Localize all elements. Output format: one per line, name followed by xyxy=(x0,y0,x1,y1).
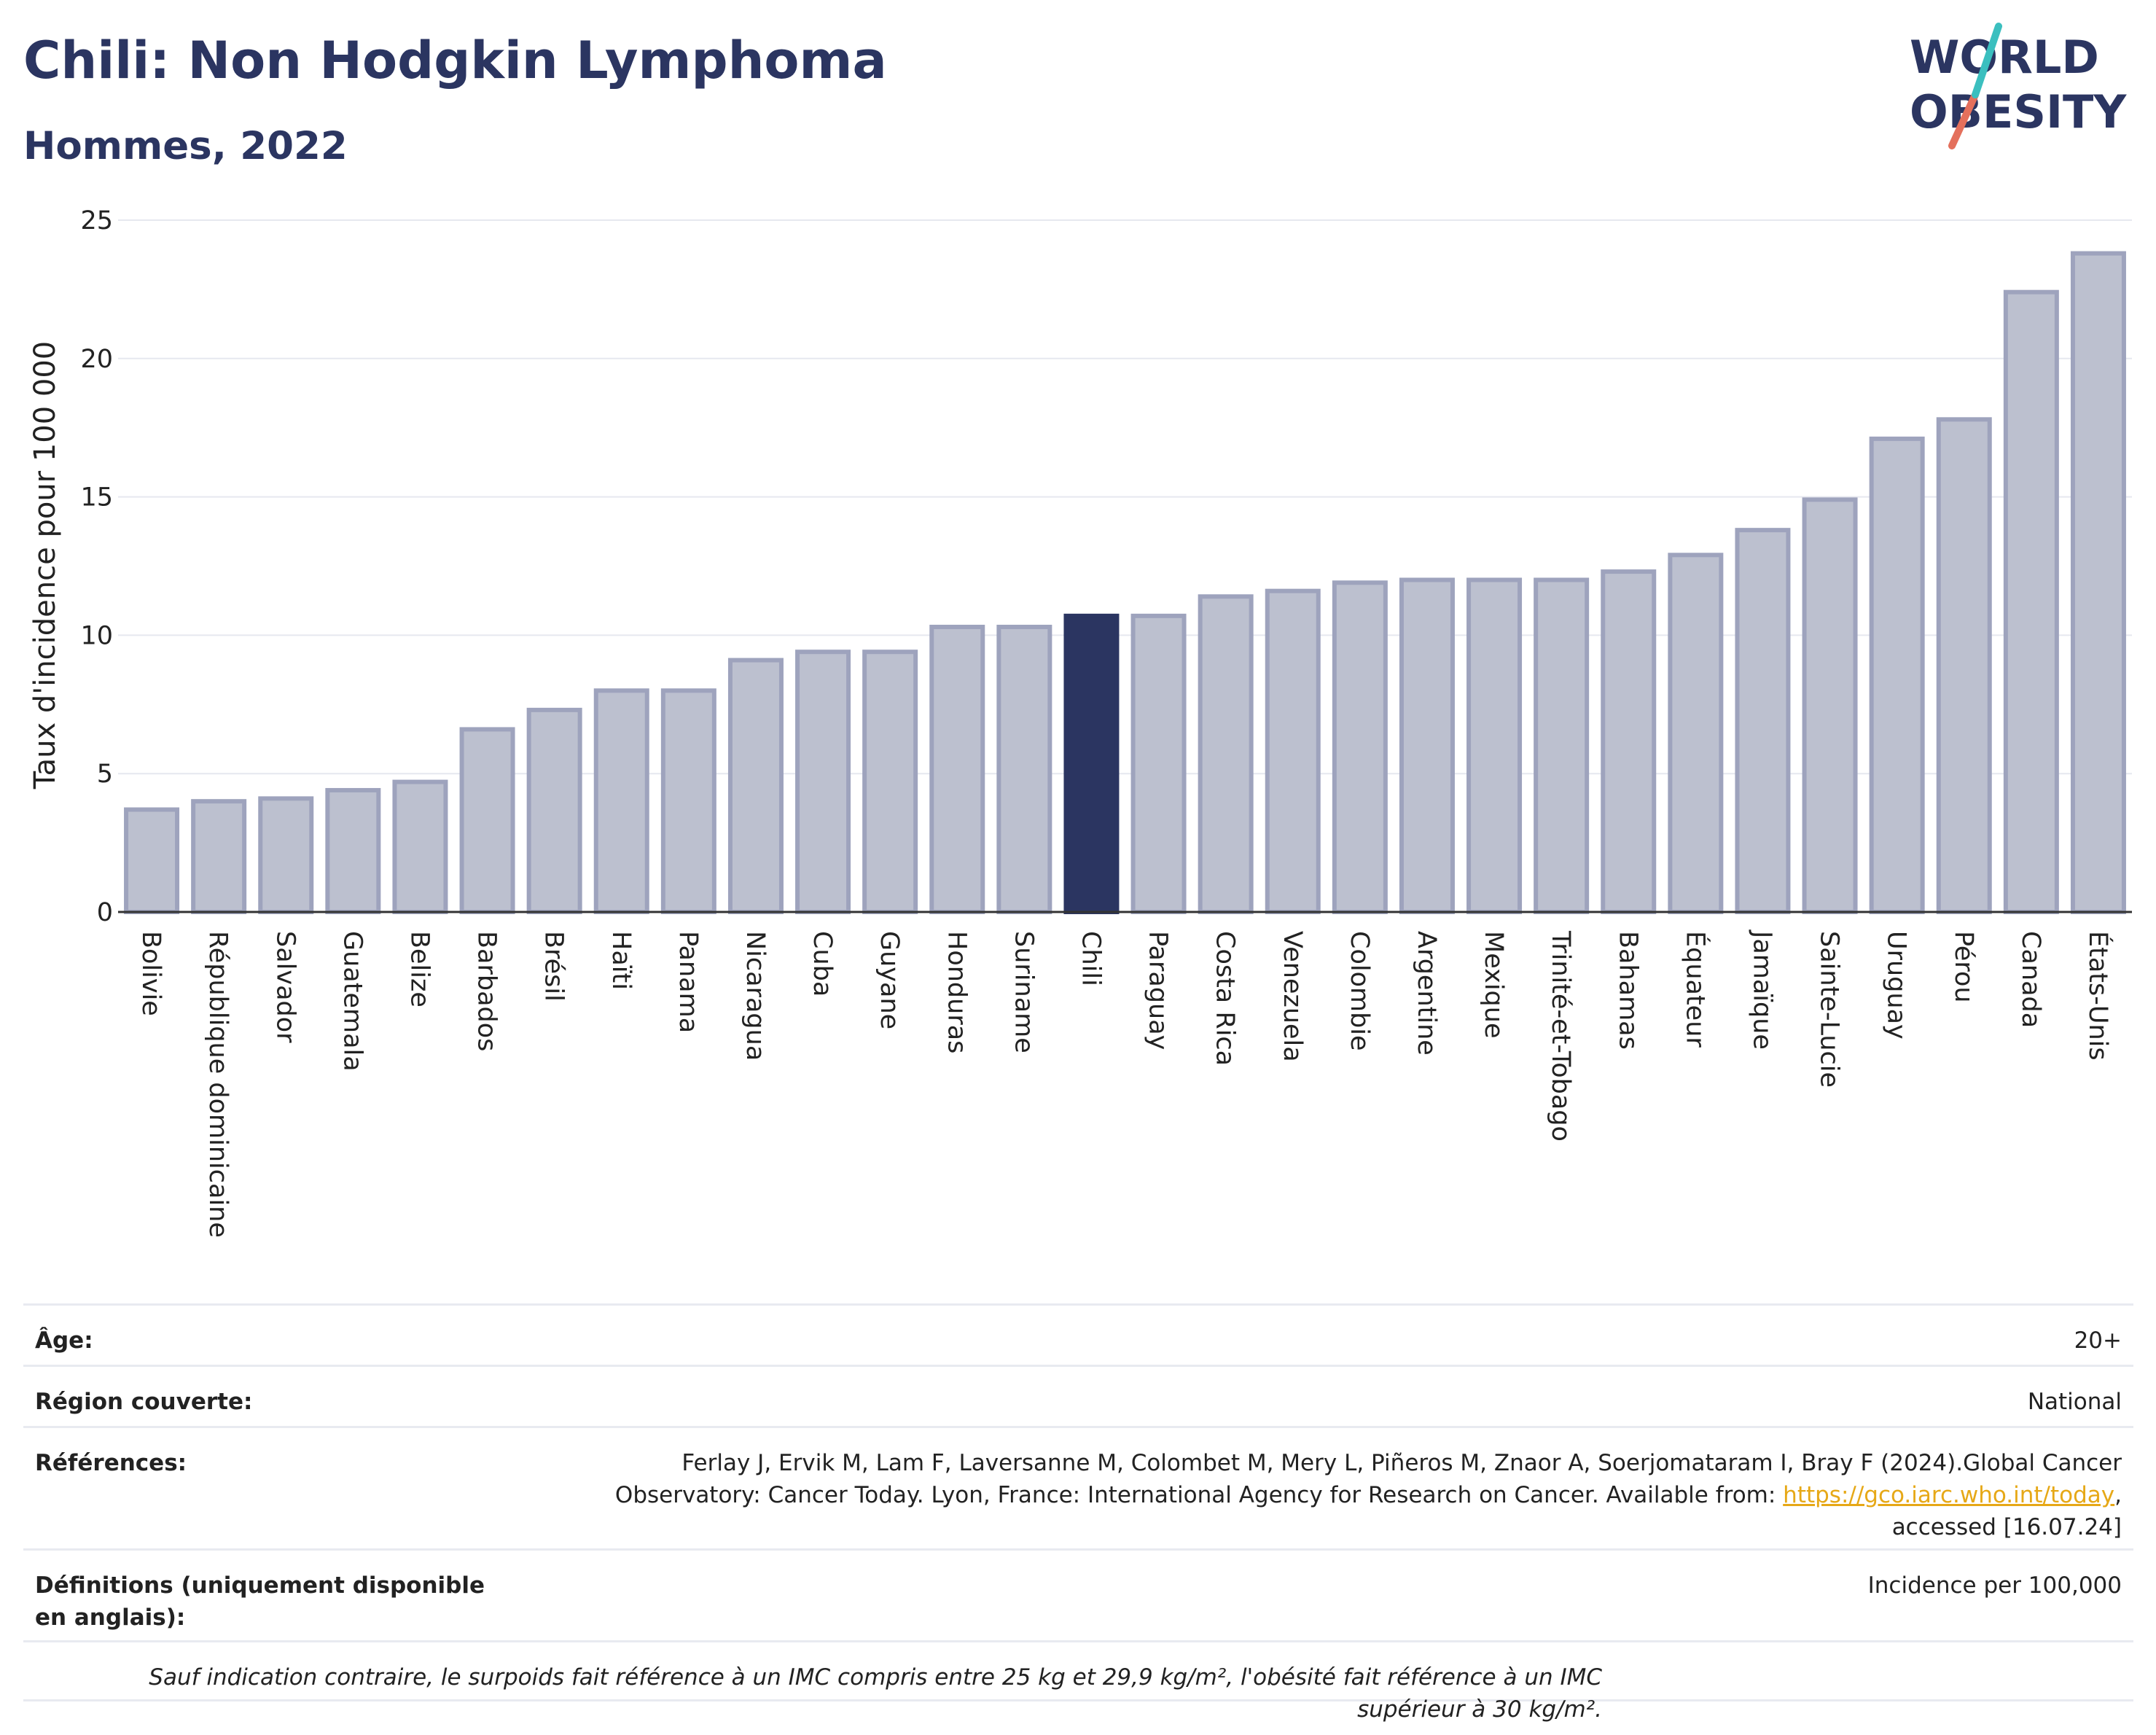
x-tick-label: Colombie xyxy=(1345,931,1374,1051)
region-label: Région couverte: xyxy=(35,1389,253,1415)
logo-line2: OBESITY xyxy=(1910,85,2127,139)
x-tick-label: Costa Rica xyxy=(1211,931,1240,1066)
bar-highlighted xyxy=(1063,613,1120,914)
bar xyxy=(1265,588,1321,914)
bar xyxy=(325,787,381,914)
bar xyxy=(258,796,314,915)
bar xyxy=(191,799,247,915)
info-row-region: Région couverte: National xyxy=(23,1365,2133,1426)
y-tick-label: 20 xyxy=(80,345,113,374)
x-tick-label: Panama xyxy=(673,931,703,1033)
x-tick-label: États-Unis xyxy=(2083,931,2114,1061)
y-axis-label: Taux d'incidence pour 100 000 xyxy=(28,341,62,789)
x-tick-label: Sainte-Lucie xyxy=(1815,931,1844,1088)
bar xyxy=(996,625,1052,915)
bar xyxy=(1802,497,1858,914)
x-tick-label: Uruguay xyxy=(1882,931,1911,1040)
x-tick-label: République dominicaine xyxy=(203,931,233,1238)
bar xyxy=(1466,577,1523,914)
info-row-definitions: Définitions (uniquement disponible en an… xyxy=(23,1548,2133,1640)
page-title: Chili: Non Hodgkin Lymphoma xyxy=(23,31,887,90)
info-table: Âge: 20+ Région couverte: National Référ… xyxy=(23,1303,2133,1723)
age-label: Âge: xyxy=(35,1327,93,1354)
references-label: Références: xyxy=(35,1450,187,1476)
x-tick-label: Paraguay xyxy=(1144,931,1173,1050)
bar xyxy=(392,779,448,915)
x-tick-label: Bolivie xyxy=(136,931,165,1016)
x-tick-label: Nicaragua xyxy=(741,931,770,1061)
bar xyxy=(124,807,180,914)
x-tick-label: Brésil xyxy=(539,931,569,1002)
definitions-label: Définitions (uniquement disponible en an… xyxy=(35,1572,485,1631)
x-tick-label: Cuba xyxy=(808,931,837,997)
x-tick-label: Pérou xyxy=(1949,931,1978,1003)
logo-slash-coral xyxy=(1948,91,1979,149)
logo-slash-teal xyxy=(1972,23,2002,98)
logo-line1: WORLD xyxy=(1910,31,2099,84)
bar xyxy=(1332,580,1388,914)
references-text: Ferlay J, Ervik M, Lam F, Laversanne M, … xyxy=(614,1450,2122,1508)
axes: 0 5 10 15 20 25 Bolivie République dominicaine S… xyxy=(80,206,2132,1238)
page-subtitle: Hommes, 2022 xyxy=(23,124,348,168)
bar xyxy=(1130,613,1187,914)
info-row-references: Références: Ferlay J, Ervik M, Lam F, La… xyxy=(23,1426,2133,1548)
references-link[interactable]: https://gco.iarc.who.int/today xyxy=(1783,1482,2115,1508)
y-tick-label: 25 xyxy=(80,206,113,235)
y-tick-label: 10 xyxy=(80,621,113,650)
bar xyxy=(1601,569,1657,914)
x-tick-label: Honduras xyxy=(942,931,971,1053)
bar xyxy=(1735,528,1791,914)
x-tick-label: Mexique xyxy=(1479,931,1508,1039)
x-tick-label: Barbados xyxy=(472,931,501,1051)
x-tick-label: Venezuela xyxy=(1278,931,1307,1062)
footnote: Sauf indication contraire, le surpoids f… xyxy=(149,1664,1602,1723)
bar xyxy=(459,727,515,914)
bar-chart: 0 5 10 15 20 25 Bolivie République dominicaine S… xyxy=(28,206,2132,1238)
bar xyxy=(862,650,918,915)
x-tick-label: Chili xyxy=(1076,931,1105,986)
grid-lines xyxy=(118,219,2132,775)
info-row-age: Âge: 20+ xyxy=(23,1303,2133,1365)
x-tick-label: Bahamas xyxy=(1613,931,1642,1050)
bar xyxy=(1869,436,1925,914)
age-value: 20+ xyxy=(2074,1327,2122,1354)
bar xyxy=(1668,553,1724,914)
y-tick-label: 15 xyxy=(80,483,113,512)
x-tick-label: Jamaïque xyxy=(1747,929,1776,1050)
bar xyxy=(929,625,985,915)
definitions-value: Incidence per 100,000 xyxy=(1867,1572,2122,1599)
references-value: Ferlay J, Ervik M, Lam F, Laversanne M, … xyxy=(555,1447,2122,1548)
x-tick-label: Canada xyxy=(2016,931,2045,1028)
x-tick-label: Haïti xyxy=(606,931,636,990)
bar xyxy=(2070,251,2126,914)
y-tick-label: 0 xyxy=(97,898,113,927)
bar xyxy=(1399,577,1455,914)
bar xyxy=(795,650,851,915)
bar xyxy=(2003,289,2059,915)
bars xyxy=(124,251,2126,915)
x-tick-label: Belize xyxy=(405,931,434,1007)
region-value: National xyxy=(2027,1389,2122,1415)
world-obesity-logo: WORLD OBESITY xyxy=(1910,23,2127,149)
x-tick-label: Suriname xyxy=(1009,931,1038,1053)
bar xyxy=(660,688,716,914)
bar xyxy=(593,688,649,914)
x-tick-label: Trinité-et-Tobago xyxy=(1546,930,1575,1142)
info-row-note: Sauf indication contraire, le surpoids f… xyxy=(23,1640,2133,1723)
bar xyxy=(1198,594,1254,914)
bar xyxy=(526,707,582,915)
x-tick-label: Équateur xyxy=(1680,931,1711,1048)
references-accessed: , accessed [16.07.24] xyxy=(1891,1482,2122,1540)
bar xyxy=(1534,577,1590,914)
x-tick-label: Argentine xyxy=(1412,931,1441,1056)
x-tick-label: Salvador xyxy=(270,931,300,1043)
bar xyxy=(1936,417,1992,914)
x-tick-label: Guyane xyxy=(875,931,904,1029)
bar xyxy=(727,658,784,915)
y-tick-label: 5 xyxy=(97,760,113,789)
x-tick-label: Guatemala xyxy=(337,931,367,1072)
